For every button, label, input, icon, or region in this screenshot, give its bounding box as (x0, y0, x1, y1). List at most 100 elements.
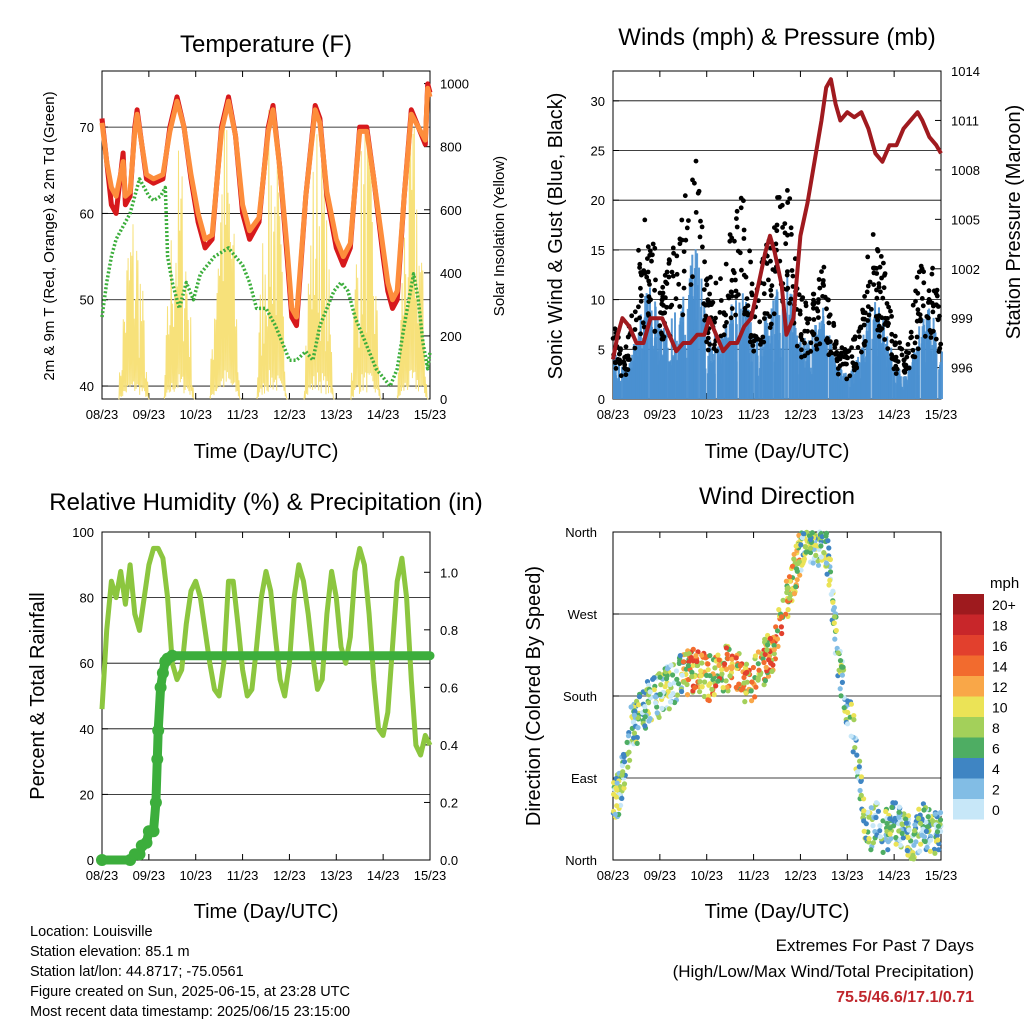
gust-point (705, 297, 711, 303)
gust-point (912, 354, 918, 360)
gust-point (713, 280, 719, 286)
direction-point (823, 533, 829, 539)
gust-point (910, 302, 916, 308)
gust-point (811, 301, 817, 307)
gust-point (921, 280, 927, 286)
direction-point (711, 692, 717, 698)
direction-point (924, 844, 930, 850)
gust-point (933, 336, 939, 342)
wind-mark (804, 367, 807, 399)
y2-tick-label: 600 (440, 203, 462, 218)
y-tick-label: 70 (80, 120, 94, 135)
direction-point (785, 585, 791, 591)
gust-point (618, 347, 623, 353)
wind-mark (622, 374, 625, 399)
direction-point (709, 686, 715, 692)
direction-point (673, 668, 680, 674)
y-tick-label: 100 (72, 525, 94, 540)
gust-point (927, 328, 933, 333)
gust-point (677, 304, 683, 309)
direction-point (812, 542, 818, 548)
y2-tick-label: 999 (951, 311, 973, 326)
gust-point (697, 234, 703, 240)
y-tick-label: 20 (591, 193, 605, 208)
legend-label: 18 (992, 618, 1008, 634)
direction-point (877, 828, 883, 834)
wind-mark (798, 342, 801, 399)
gust-point (899, 352, 905, 358)
y-tick-label: 5 (598, 342, 605, 357)
station-location: Location: Louisville (30, 924, 153, 940)
wind-mark (772, 300, 775, 399)
gust-point (768, 258, 773, 264)
wind-mark (666, 347, 669, 399)
direction-point (784, 589, 790, 596)
wind-mark (893, 381, 895, 399)
gust-point (749, 292, 755, 298)
gust-point (733, 277, 738, 283)
gust-point (799, 347, 804, 353)
direction-point (831, 605, 838, 611)
direction-point (624, 739, 630, 746)
direction-point (906, 827, 912, 833)
wind-mark (907, 371, 910, 399)
station-elevation: Station elevation: 85.1 m (30, 944, 190, 960)
x-tick-label: 10/23 (690, 868, 723, 883)
gust-point (657, 290, 663, 296)
gust-point (817, 285, 823, 291)
gust-point (803, 303, 809, 309)
gust-point (760, 334, 766, 340)
gust-point (852, 336, 858, 342)
direction-point (923, 819, 929, 825)
x-tick-label: 15/23 (414, 868, 447, 883)
direction-point (875, 808, 882, 814)
direction-point (620, 769, 626, 775)
gust-point (826, 314, 832, 319)
gust-point (644, 274, 650, 280)
x-tick-label: 12/23 (273, 407, 306, 422)
gust-point (622, 362, 628, 368)
gust-point (700, 244, 705, 250)
gust-point (893, 358, 899, 363)
gust-point (636, 247, 641, 253)
gust-point (893, 371, 899, 376)
direction-point (761, 682, 767, 688)
direction-point (775, 643, 781, 650)
x-tick-label: 15/23 (414, 407, 447, 422)
legend-swatch (953, 696, 984, 717)
temperature-xlabel: Time (Day/UTC) (194, 441, 339, 463)
wind-mark (625, 377, 628, 399)
wind-mark (904, 388, 906, 399)
direction-point (854, 752, 860, 758)
wind-mark (681, 336, 684, 399)
y2-tick-label: 1008 (951, 163, 980, 178)
gust-point (864, 289, 870, 295)
gust-point (882, 322, 888, 327)
gust-point (705, 347, 711, 353)
wind-mark (880, 344, 883, 399)
y2-tick-label: 1014 (951, 64, 980, 79)
wind-direction-panel: Wind Direction Time (Day/UTC) Direction … (523, 483, 1019, 923)
direction-point (674, 676, 680, 682)
x-tick-label: 13/23 (831, 868, 864, 883)
direction-point (706, 682, 712, 688)
wind-mark (703, 310, 706, 399)
direction-point (698, 668, 704, 674)
direction-point (631, 712, 638, 718)
wind-mark (750, 361, 753, 399)
wind-mark (745, 309, 748, 399)
wind-mark (773, 361, 776, 399)
direction-point (826, 582, 832, 588)
x-tick-label: 14/23 (367, 407, 400, 422)
direction-point (870, 840, 877, 846)
gust-point (659, 297, 665, 303)
direction-point (789, 563, 796, 569)
gust-point (785, 200, 791, 206)
gust-point (915, 307, 921, 313)
gust-point (734, 208, 740, 214)
wind-mark (902, 389, 905, 399)
direction-point (647, 689, 653, 695)
direction-point (794, 577, 800, 583)
wind-mark (676, 361, 679, 399)
direction-point (905, 852, 911, 858)
